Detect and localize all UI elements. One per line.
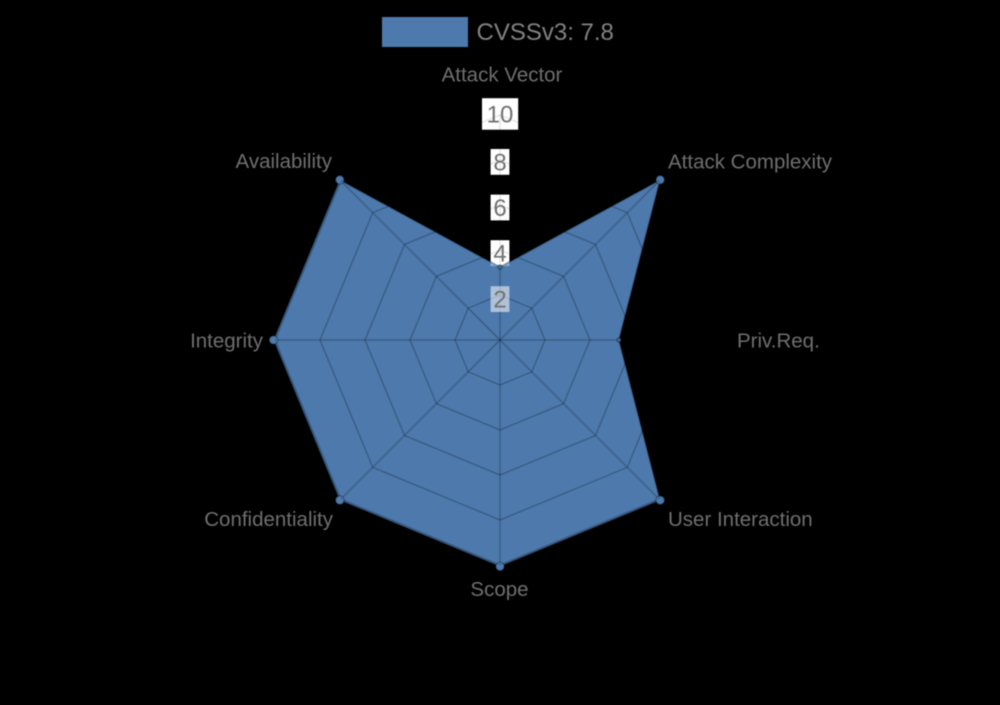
svg-text:Availability: Availability [236, 150, 333, 173]
svg-text:2: 2 [493, 287, 506, 314]
svg-text:8: 8 [493, 149, 506, 176]
svg-text:CVSSv3: 7.8: CVSSv3: 7.8 [477, 19, 614, 46]
svg-text:Attack Vector: Attack Vector [442, 64, 563, 87]
svg-text:6: 6 [493, 195, 506, 222]
svg-text:Attack Complexity: Attack Complexity [668, 151, 833, 174]
svg-text:Priv.Req.: Priv.Req. [737, 330, 820, 353]
svg-text:User Interaction: User Interaction [668, 508, 813, 531]
svg-text:4: 4 [493, 241, 506, 268]
svg-text:Confidentiality: Confidentiality [204, 508, 334, 531]
svg-text:10: 10 [487, 102, 514, 129]
svg-text:Integrity: Integrity [190, 330, 264, 353]
svg-text:Scope: Scope [470, 578, 528, 601]
